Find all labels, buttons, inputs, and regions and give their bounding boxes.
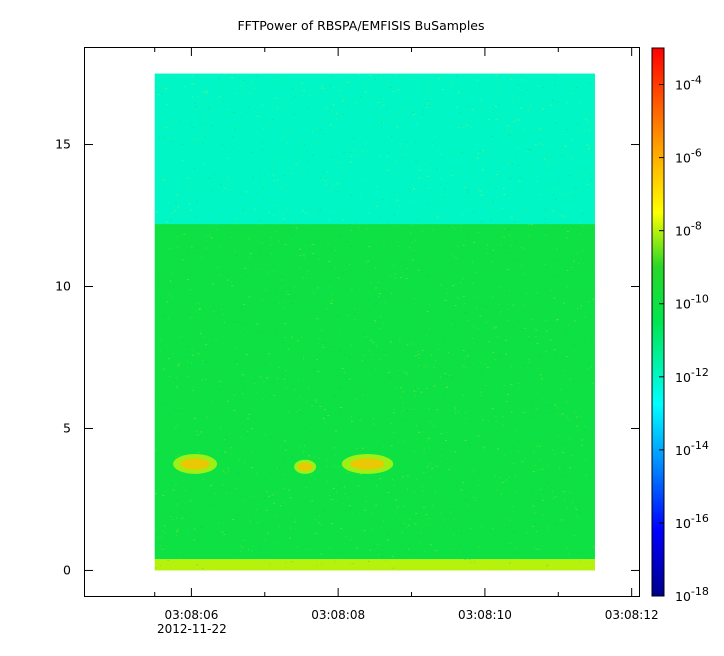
x-tick-label: 03:08:08 [311,608,365,622]
y-tick-label: 5 [63,420,71,435]
emission-features [173,454,394,474]
emission-feature-core-1 [297,462,313,471]
colorbar: 10-4 10-6 10-8 10-10 10-12 10-14 10-16 10-18 [651,47,709,604]
x-tick-label: 03:08:10 [458,608,512,622]
x-tick-label: 03:08:06 [164,608,218,622]
colorbar-tick-label: 10-14 [675,439,709,458]
colorbar-scale [651,47,665,597]
x-tick-label: 03:08:12 [605,608,659,622]
y-tick-label: 0 [63,562,71,577]
y-tick-label: 15 [55,137,71,152]
colorbar-tick-label: 10-8 [675,220,702,239]
power-band-1 [154,224,595,560]
y-tick-label: 10 [55,279,71,294]
noise-texture [154,73,595,570]
colorbar-tick-label: 10-12 [675,366,709,385]
colorbar-tick-label: 10-4 [675,74,702,93]
x-axis-date-label: 2012-11-22 [157,622,227,636]
spectrogram-data [154,73,595,571]
emission-feature-core-2 [350,458,385,470]
colorbar-tick-label: 10-16 [675,512,709,531]
chart-title: FFTPower of RBSPA/EMFISIS BuSamples [237,18,484,33]
colorbar-tick-label: 10-6 [675,147,702,166]
x-axis: 2012-11-22 03:08:06 03:08:08 03:08:10 03:08… [154,48,659,636]
y-axis: 0 5 10 15 [55,137,639,577]
emission-feature-core-0 [180,458,210,470]
colorbar-tick-label: 10-10 [675,293,709,312]
power-band-2 [154,73,595,225]
power-band-0 [154,559,595,571]
colorbar-tick-label: 10-18 [675,585,709,604]
